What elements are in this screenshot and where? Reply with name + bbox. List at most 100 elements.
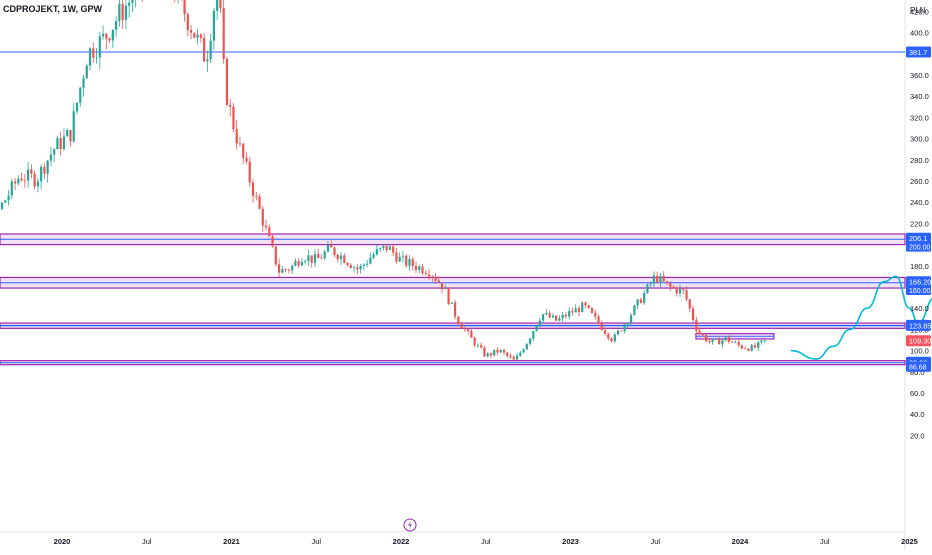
y-tick-19: 80.0 bbox=[910, 368, 925, 377]
candle-body-43 bbox=[85, 65, 88, 79]
zone-label-bottom-bg-4 bbox=[906, 361, 931, 372]
candle-body-39 bbox=[72, 111, 75, 142]
candle-body-178 bbox=[525, 343, 528, 350]
candle-body-224 bbox=[675, 287, 678, 294]
candle-body-183 bbox=[542, 314, 545, 321]
candle-body-200 bbox=[597, 316, 600, 324]
x-tick-11: 2025 bbox=[901, 537, 918, 546]
candle-body-168 bbox=[493, 349, 496, 356]
symbol-title: CDPROJEKT, 1W, GPW bbox=[3, 4, 103, 14]
lightning-icon[interactable] bbox=[403, 518, 417, 532]
candle-body-175 bbox=[515, 355, 519, 360]
candle-body-89 bbox=[235, 129, 238, 144]
candle-body-185 bbox=[548, 312, 551, 318]
candle-body-49 bbox=[105, 33, 108, 39]
x-tick-3: 2021 bbox=[223, 537, 240, 546]
candle-body-248 bbox=[753, 345, 757, 348]
candle-body-222 bbox=[669, 282, 672, 287]
candle-body-246 bbox=[747, 348, 750, 351]
candle-body-91 bbox=[242, 143, 245, 158]
candle-body-142 bbox=[408, 259, 411, 266]
candle-body-203 bbox=[607, 333, 610, 339]
candle-body-199 bbox=[594, 312, 597, 317]
candle-body-196 bbox=[584, 302, 587, 306]
candle-body-211 bbox=[633, 305, 636, 315]
candle-body-25 bbox=[27, 169, 30, 181]
candle-body-193 bbox=[574, 308, 577, 313]
candle-body-98 bbox=[264, 225, 268, 228]
candle-body-85 bbox=[222, 8, 225, 59]
candle-body-133 bbox=[379, 247, 382, 250]
candle-body-94 bbox=[251, 182, 255, 196]
last-price-label: 109.30 bbox=[909, 337, 931, 346]
candle-body-198 bbox=[590, 307, 594, 313]
candle-body-100 bbox=[271, 236, 274, 247]
candle-body-113 bbox=[313, 254, 317, 263]
time-axis[interactable]: Jul2020Jul2021Jul2022Jul2023Jul2024Jul20… bbox=[0, 537, 932, 546]
candle-body-155 bbox=[450, 302, 453, 304]
y-tick-5: 360.0 bbox=[910, 71, 929, 80]
candle-body-31 bbox=[46, 160, 49, 174]
candle-body-33 bbox=[53, 149, 56, 155]
candle-body-157 bbox=[457, 316, 460, 324]
candle-body-171 bbox=[502, 349, 506, 353]
candle-body-160 bbox=[467, 329, 470, 332]
candle-body-236 bbox=[714, 338, 717, 340]
x-tick-1: 2020 bbox=[54, 537, 71, 546]
candle-body-28 bbox=[36, 181, 39, 187]
candle-body-234 bbox=[708, 341, 711, 342]
candle-body-135 bbox=[385, 245, 388, 250]
price-axis[interactable]: 480.0440.0420.0400.0380.0360.0340.0320.0… bbox=[910, 0, 929, 440]
candle-body-221 bbox=[665, 281, 669, 283]
candle-body-112 bbox=[310, 255, 313, 263]
candle-body-109 bbox=[300, 262, 304, 266]
candle-body-177 bbox=[522, 349, 525, 353]
candle-body-230 bbox=[695, 320, 698, 331]
candle-body-48 bbox=[101, 33, 105, 37]
candle-body-184 bbox=[545, 312, 548, 315]
candle-body-29 bbox=[40, 166, 43, 182]
candle-body-84 bbox=[219, 0, 222, 9]
candle-body-220 bbox=[662, 275, 665, 282]
candle-body-122 bbox=[343, 255, 346, 263]
candle-body-176 bbox=[519, 352, 522, 356]
candle-body-216 bbox=[649, 283, 652, 285]
candle-body-229 bbox=[691, 308, 695, 321]
candle-body-174 bbox=[512, 356, 515, 360]
x-tick-4: Jul bbox=[311, 537, 321, 546]
candle-body-159 bbox=[463, 328, 466, 330]
candle-body-128 bbox=[362, 264, 365, 266]
hline-label-1-bg bbox=[906, 46, 931, 58]
candle-body-226 bbox=[682, 288, 685, 291]
candle-body-188 bbox=[558, 318, 561, 321]
candle-body-146 bbox=[421, 266, 424, 274]
candle-body-225 bbox=[678, 288, 682, 294]
candle-body-44 bbox=[88, 48, 92, 66]
candle-body-152 bbox=[440, 282, 444, 290]
candle-body-167 bbox=[489, 353, 493, 356]
candle-body-241 bbox=[731, 341, 734, 343]
candle-body-27 bbox=[33, 173, 36, 187]
y-tick-21: 40.0 bbox=[910, 410, 925, 419]
y-tick-12: 220.0 bbox=[910, 219, 929, 228]
candle-body-138 bbox=[395, 252, 398, 262]
hline-label-1: 381.7 bbox=[909, 48, 927, 57]
candle-body-83 bbox=[216, 0, 219, 11]
candle-body-40 bbox=[75, 102, 79, 112]
candle-body-88 bbox=[232, 106, 235, 130]
candle-body-239 bbox=[724, 337, 727, 341]
candle-body-163 bbox=[476, 345, 480, 346]
candle-body-103 bbox=[281, 268, 284, 273]
candle-body-82 bbox=[212, 10, 215, 41]
candle-body-108 bbox=[297, 261, 300, 266]
candle-body-161 bbox=[470, 331, 473, 338]
candle-body-56 bbox=[128, 2, 131, 6]
candle-body-206 bbox=[616, 330, 620, 335]
candle-body-54 bbox=[121, 3, 124, 20]
candle-body-57 bbox=[131, 0, 134, 3]
candle-body-104 bbox=[284, 268, 287, 270]
candle-body-186 bbox=[551, 315, 554, 318]
candle-body-50 bbox=[108, 38, 111, 41]
